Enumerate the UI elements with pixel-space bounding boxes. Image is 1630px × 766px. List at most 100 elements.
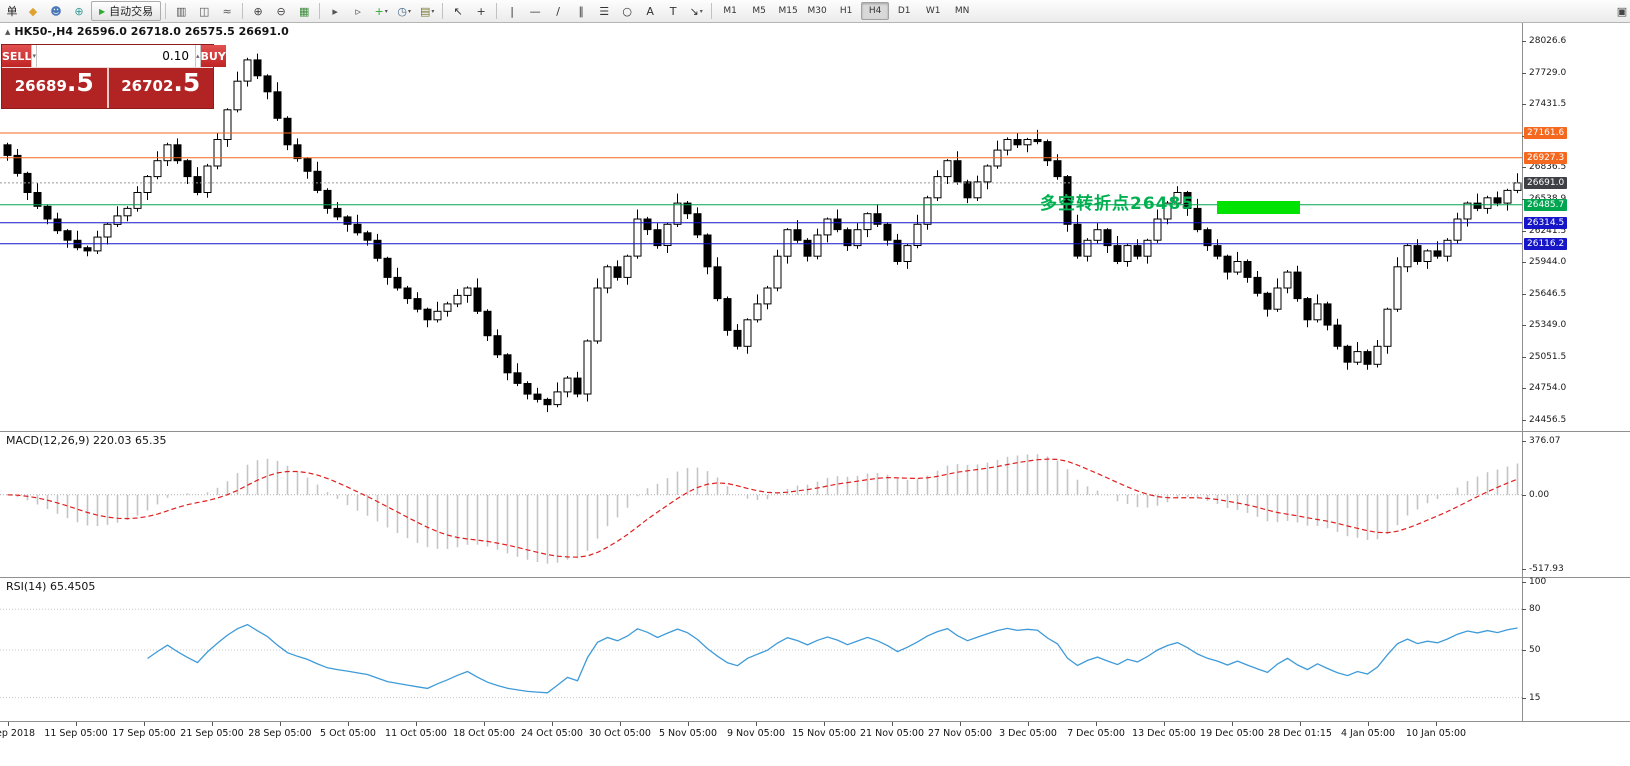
text-icon[interactable]: A: [646, 4, 654, 18]
time-tick: [1164, 722, 1165, 726]
macd-tick-label: -517.93: [1529, 564, 1564, 574]
volume-increase-button[interactable]: ▴: [194, 45, 201, 67]
periods-icon[interactable]: ◷ ▾: [397, 4, 411, 18]
time-tick: [756, 722, 757, 726]
autotrading-button[interactable]: ▶ 自动交易: [91, 1, 162, 21]
price-tick-label: 25051.5: [1529, 352, 1567, 362]
bar-chart-icon[interactable]: ▥: [175, 4, 187, 18]
timeframe-m5-button[interactable]: M5: [752, 6, 766, 16]
buy-price-frac: .5: [173, 68, 201, 97]
time-tick: [1028, 722, 1029, 726]
auto-scroll-icon[interactable]: ▸: [332, 4, 338, 18]
time-tick: [824, 722, 825, 726]
tile-windows-icon[interactable]: ▦: [298, 4, 310, 18]
equidistant-channel-icon[interactable]: ∥: [578, 4, 584, 18]
buy-price-display[interactable]: 26702.5: [108, 68, 213, 108]
toolbar-separator: [496, 3, 498, 19]
autotrading-button-label: 自动交易: [109, 5, 154, 18]
buy-button[interactable]: BUY: [200, 45, 226, 67]
timeframe-m1-button[interactable]: M1: [723, 6, 737, 16]
timeframe-mn-button[interactable]: MN: [954, 6, 970, 16]
sell-price-display[interactable]: 26689.5: [2, 68, 109, 108]
time-tick: [552, 722, 553, 726]
time-tick-label: 10 Jan 05:00: [1405, 728, 1467, 739]
templates-icon[interactable]: ▤ ▾: [419, 4, 435, 18]
price-tick-label: 26836.5: [1529, 162, 1567, 172]
time-tick-label: 3 Dec 05:00: [999, 728, 1057, 739]
time-tick-label: 21 Nov 05:00: [859, 728, 925, 739]
chart-symbol-title: ▲ HK50-,H4 26596.0 26718.0 26575.5 26691…: [5, 25, 289, 38]
line-chart-icon[interactable]: ≈: [222, 4, 232, 18]
time-tick-label: 21 Sep 05:00: [180, 728, 244, 739]
toolbar-separator: [242, 3, 244, 19]
shapes-icon[interactable]: ○: [622, 4, 632, 18]
indicators-icon[interactable]: + ▾: [374, 4, 388, 18]
new-order-icon[interactable]: ◆: [28, 4, 38, 18]
time-tick-label: 18 Oct 05:00: [453, 728, 515, 739]
time-tick: [1232, 722, 1233, 726]
timeframe-w1-button[interactable]: W1: [925, 6, 941, 16]
dropdown-caret-icon: ▾: [431, 7, 435, 15]
sell-button[interactable]: SELL: [2, 45, 32, 67]
horizontal-line-icon[interactable]: —: [529, 4, 541, 18]
timeframe-m30-button[interactable]: M30: [807, 6, 827, 16]
trendline-icon[interactable]: /: [556, 4, 561, 18]
arrows-icon[interactable]: ↘ ▾: [689, 4, 703, 18]
timeframe-d1-button[interactable]: D1: [897, 6, 911, 16]
volume-decrease-button[interactable]: ▾: [31, 45, 37, 67]
time-tick: [212, 722, 213, 726]
toolbar-separator: [319, 3, 321, 19]
order-menu-label: 单: [6, 5, 18, 18]
time-axis[interactable]: 5 Sep 2018 11 Sep 05:00 17 Sep 05:00 21 Sep…: [0, 722, 1522, 746]
price-tick-label: 28026.6: [1529, 36, 1567, 46]
buy-price-main: 26702: [121, 77, 174, 95]
time-tick-label: 11 Sep 05:00: [44, 728, 108, 739]
zoom-in-icon[interactable]: ⊕: [253, 4, 263, 18]
macd-tick-label: 376.07: [1529, 436, 1561, 446]
time-tick: [348, 722, 349, 726]
community-icon[interactable]: ⊕: [74, 4, 84, 18]
zoom-out-icon[interactable]: ⊖: [276, 4, 286, 18]
toolbar-separator: [165, 3, 167, 19]
time-tick-label: 17 Sep 05:00: [112, 728, 176, 739]
price-level-label: 27161.6: [1524, 127, 1568, 139]
price-axis[interactable]: 28026.627729.027431.527134.026836.526538…: [1522, 0, 1630, 766]
time-tick: [1096, 722, 1097, 726]
price-level-label: 26691.0: [1524, 177, 1568, 189]
time-tick-label: 28 Sep 05:00: [248, 728, 312, 739]
macd-indicator-label: MACD(12,26,9) 220.03 65.35: [6, 434, 167, 447]
dropdown-caret-icon: ▾: [384, 7, 388, 15]
time-tick-label: 15 Nov 05:00: [791, 728, 857, 739]
time-tick: [484, 722, 485, 726]
docking-pin-icon[interactable]: ▣: [1616, 4, 1628, 18]
profile-icon[interactable]: ☻: [50, 4, 62, 18]
timeframe-h4-button[interactable]: H4: [861, 2, 890, 20]
cursor-icon[interactable]: ↖: [453, 4, 463, 18]
price-tick-label: 26241.5: [1529, 226, 1567, 236]
one-click-trading-panel: SELL ▾ ▴ BUY 26689.5 26702.5: [1, 44, 226, 109]
time-tick: [416, 722, 417, 726]
time-tick: [8, 722, 9, 726]
sell-price-main: 26689: [14, 77, 67, 95]
vertical-line-icon[interactable]: |: [510, 4, 515, 18]
candles-layer: [3, 53, 1522, 413]
text-label-icon[interactable]: T: [669, 4, 677, 18]
rsi-tick-label: 15: [1529, 693, 1541, 703]
crosshair-icon[interactable]: +: [476, 4, 486, 18]
volume-input[interactable]: [36, 45, 195, 67]
time-tick-label: 5 Oct 05:00: [320, 728, 376, 739]
fibonacci-icon[interactable]: ☰: [599, 4, 610, 18]
price-tick-label: 24754.0: [1529, 383, 1567, 393]
panel-separators[interactable]: [0, 22, 1630, 722]
toolbar: 单 ◆ ☻ ⊕ ▶ 自动交易 ▥ ◫ ≈ ⊕ ⊖ ▦ ▸ ▹ + ▾ ◷ ▾ ▤ ▾ ↖ + | — / ∥ ☰ ○ A T ↘ ▾ M1 M5 M…: [0, 0, 1630, 23]
candlestick-chart-icon[interactable]: ◫: [198, 4, 210, 18]
time-tick: [620, 722, 621, 726]
rsi-tick-label: 100: [1529, 577, 1547, 587]
timeframe-m15-button[interactable]: M15: [778, 6, 798, 16]
time-tick: [1300, 722, 1301, 726]
collapse-triangle-icon[interactable]: ▲: [5, 27, 11, 36]
price-tick-label: 25944.0: [1529, 257, 1567, 267]
timeframe-h1-button[interactable]: H1: [839, 6, 853, 16]
chart-shift-icon[interactable]: ▹: [355, 4, 361, 18]
